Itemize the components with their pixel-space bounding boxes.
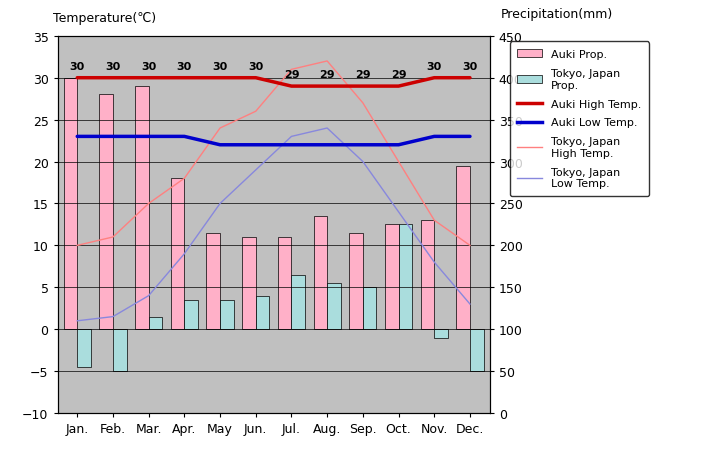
Bar — [385, 225, 399, 330]
Bar — [349, 233, 363, 330]
Bar — [363, 288, 377, 330]
Bar — [278, 237, 292, 330]
Text: 29: 29 — [391, 70, 406, 80]
Text: 30: 30 — [462, 62, 477, 72]
Bar — [420, 221, 434, 330]
Text: 30: 30 — [70, 62, 85, 72]
Bar — [148, 317, 162, 330]
Bar — [113, 330, 127, 371]
Bar — [292, 275, 305, 330]
Text: 30: 30 — [248, 62, 264, 72]
Bar — [242, 237, 256, 330]
Legend: Auki Prop., Tokyo, Japan
Prop., Auki High Temp., Auki Low Temp., Tokyo, Japan
Hi: Auki Prop., Tokyo, Japan Prop., Auki Hig… — [510, 42, 649, 197]
Text: 29: 29 — [320, 70, 335, 80]
Text: 30: 30 — [105, 62, 120, 72]
Bar — [184, 300, 198, 330]
Bar — [207, 233, 220, 330]
Bar — [220, 300, 233, 330]
Bar — [470, 330, 484, 371]
Bar — [456, 166, 470, 330]
Bar — [327, 284, 341, 330]
Text: 30: 30 — [212, 62, 228, 72]
Text: 30: 30 — [427, 62, 442, 72]
Bar — [314, 217, 327, 330]
Bar — [77, 330, 91, 367]
Text: 30: 30 — [176, 62, 192, 72]
Text: Precipitation(mm): Precipitation(mm) — [500, 8, 613, 21]
Bar — [99, 95, 113, 330]
Bar — [63, 78, 77, 330]
Bar — [171, 179, 184, 330]
Bar — [434, 330, 448, 338]
Text: 29: 29 — [355, 70, 371, 80]
Text: 30: 30 — [141, 62, 156, 72]
Text: 29: 29 — [284, 70, 300, 80]
Bar — [135, 87, 148, 330]
Bar — [399, 225, 412, 330]
Bar — [256, 296, 269, 330]
Text: Temperature(℃): Temperature(℃) — [53, 12, 156, 25]
